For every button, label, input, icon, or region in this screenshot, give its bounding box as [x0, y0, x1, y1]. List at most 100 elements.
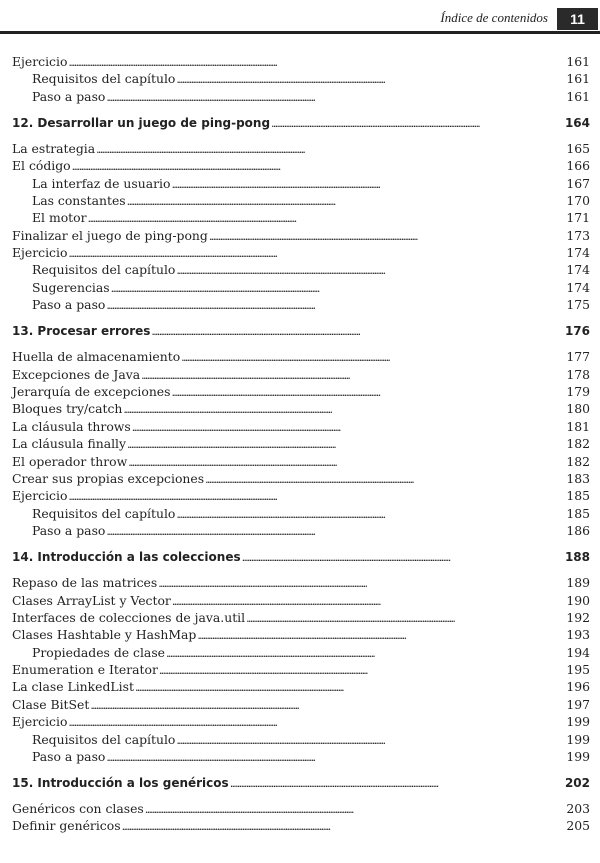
toc-entry: La interfaz de usuario 167	[12, 175, 590, 192]
toc-entry: Ejercicio 185	[12, 487, 590, 504]
toc-entry: Interfaces de colecciones de java.util 19…	[12, 609, 590, 626]
toc-entry-title: Excepciones de Java	[12, 366, 141, 382]
dot-leader	[271, 115, 564, 132]
toc-entry-title: Clase BitSet	[12, 696, 90, 712]
dot-leader	[88, 209, 566, 227]
dot-leader	[122, 817, 566, 835]
toc-entry: Definir genéricos 205	[12, 817, 590, 834]
toc-entry-title: La cláusula finally	[12, 436, 127, 452]
toc-entry-page: 199	[566, 731, 590, 747]
toc-entry-page: 161	[566, 88, 590, 104]
dot-leader	[181, 348, 565, 366]
toc-entry-title: 14. Introducción a las colecciones	[12, 550, 241, 565]
dot-leader	[166, 644, 565, 662]
dot-leader	[176, 731, 565, 749]
toc-entry-title: Requisitos del capítulo	[32, 262, 176, 278]
toc-entry-title: 13. Procesar errores	[12, 324, 151, 339]
toc-entry-title: Ejercicio	[12, 54, 68, 69]
toc-entry-page: 170	[566, 192, 590, 208]
toc-entry-title: El motor	[32, 210, 87, 226]
dot-leader	[68, 713, 565, 731]
toc-entry-title: Clases Hashtable y HashMap	[12, 627, 197, 643]
toc-entry: Requisitos del capítulo 161	[12, 70, 590, 87]
header-rule	[0, 31, 600, 34]
toc-entry-title: La cláusula throws	[12, 418, 131, 434]
dot-leader	[172, 592, 565, 610]
dot-leader	[132, 418, 566, 436]
page-number: 11	[557, 8, 598, 30]
toc-entry: La cláusula finally 182	[12, 435, 590, 452]
toc-entry-title: La clase LinkedList	[12, 679, 134, 695]
dot-leader	[176, 261, 565, 279]
toc-entry-page: 185	[566, 488, 590, 504]
toc-entry-title: 12. Desarrollar un juego de ping-pong	[12, 115, 271, 130]
toc-entry-title: Repaso de las matrices	[12, 575, 158, 591]
toc-entry-page: 205	[566, 818, 590, 834]
toc-entry: Requisitos del capítulo 199	[12, 731, 590, 748]
toc-entry-title: Jerarquía de excepciones	[12, 384, 171, 400]
dot-leader	[230, 775, 564, 792]
toc-entry-title: Enumeration e Iterator	[12, 662, 158, 678]
toc-entry-title: Definir genéricos	[12, 818, 121, 834]
toc-entry-title: Genéricos con clases	[12, 800, 144, 816]
toc-entry-page: 166	[566, 158, 590, 174]
toc-entry-page: 182	[566, 436, 590, 452]
toc-entry-page: 178	[566, 366, 590, 382]
toc-entry-page: 193	[566, 627, 590, 643]
toc-entry-page: 167	[566, 175, 590, 191]
running-header-title: Índice de contenidos	[440, 10, 548, 25]
toc-entry-page: 161	[566, 54, 590, 69]
dot-leader	[90, 696, 565, 714]
toc-entry-page: 199	[566, 714, 590, 730]
toc-entry-page: 197	[566, 696, 590, 712]
toc-entry-title: Paso a paso	[32, 297, 106, 313]
toc-entry-title: Ejercicio	[12, 245, 68, 261]
dot-leader	[128, 453, 565, 471]
dot-leader	[242, 549, 564, 566]
toc-entry-page: 174	[566, 262, 590, 278]
dot-leader	[176, 70, 565, 88]
toc-entry-title: Huella de almacenamiento	[12, 349, 181, 365]
toc-entry-page: 202	[564, 776, 590, 790]
toc-entry: La estrategia 165	[12, 140, 590, 157]
toc-entry-page: 188	[564, 550, 590, 565]
toc-entry: Requisitos del capítulo 185	[12, 505, 590, 522]
toc-entry-page: 186	[566, 523, 590, 539]
dot-leader	[145, 800, 566, 818]
toc-entry: Clase BitSet 197	[12, 696, 590, 713]
toc-entry: Jerarquía de excepciones 179	[12, 383, 590, 400]
toc-entry-title: Clases ArrayList y Vector	[12, 592, 171, 608]
dot-leader	[68, 244, 565, 262]
toc-entry-page: 175	[566, 297, 590, 313]
toc-entry: Enumeration e Iterator 195	[12, 661, 590, 678]
dot-leader	[176, 505, 565, 523]
dot-leader	[141, 366, 565, 384]
toc-entry-page: 176	[564, 324, 590, 339]
toc-entry: Repaso de las matrices 189	[12, 574, 590, 591]
toc-entry-page: 179	[566, 384, 590, 400]
toc-entry-title: Propiedades de clase	[32, 644, 166, 660]
dot-leader	[127, 192, 566, 210]
toc-entry-page: 161	[566, 71, 590, 87]
toc-entry-page: 199	[566, 749, 590, 765]
dot-leader	[72, 157, 566, 175]
toc-entry: Crear sus propias excepciones 183	[12, 470, 590, 487]
dot-leader	[158, 574, 565, 592]
toc-chapter-entry: 12. Desarrollar un juego de ping-pong 164	[12, 115, 590, 132]
toc-entry-title: La interfaz de usuario	[32, 175, 171, 191]
toc-entry-page: 194	[566, 644, 590, 660]
dot-leader	[106, 522, 565, 540]
toc-entry: Ejercicio 161	[12, 53, 590, 70]
toc-entry: Sugerencias 174	[12, 279, 590, 296]
toc-entry-page: 196	[566, 679, 590, 695]
dot-leader	[246, 609, 565, 627]
dot-leader	[209, 227, 565, 245]
toc-entry: Ejercicio 174	[12, 244, 590, 261]
toc-entry-page: 192	[566, 609, 590, 625]
toc-entry: La clase LinkedList 196	[12, 678, 590, 695]
toc-chapter-entry: 15. Introducción a los genéricos 202	[12, 775, 590, 792]
dot-leader	[171, 175, 565, 193]
toc-entry-page: 189	[566, 575, 590, 591]
toc-entry: Clases Hashtable y HashMap 193	[12, 626, 590, 643]
toc-entry-page: 195	[566, 662, 590, 678]
